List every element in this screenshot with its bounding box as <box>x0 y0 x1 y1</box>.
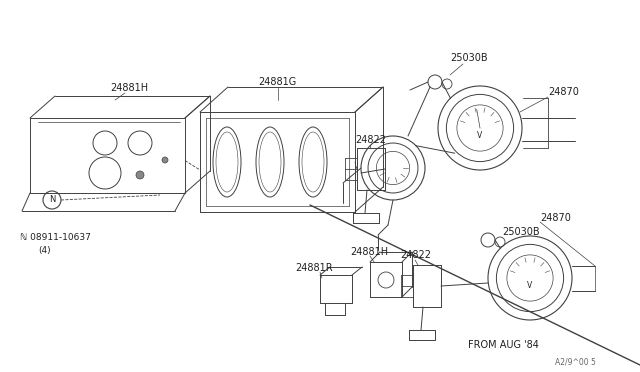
Text: 24881H: 24881H <box>110 83 148 93</box>
Circle shape <box>162 157 168 163</box>
Text: N: N <box>49 196 55 205</box>
Circle shape <box>136 171 144 179</box>
Text: 24881G: 24881G <box>258 77 296 87</box>
Text: 24870: 24870 <box>540 213 571 223</box>
Text: 24822: 24822 <box>355 135 386 145</box>
Text: A2/9^00 5: A2/9^00 5 <box>555 357 596 366</box>
Text: V: V <box>527 282 532 291</box>
Text: 24822: 24822 <box>400 250 431 260</box>
Text: 24881H: 24881H <box>350 247 388 257</box>
Text: 25030B: 25030B <box>450 53 488 63</box>
Text: V: V <box>477 131 483 141</box>
Text: 24870: 24870 <box>548 87 579 97</box>
Text: FROM AUG '84: FROM AUG '84 <box>468 340 539 350</box>
Text: ℕ 08911-10637: ℕ 08911-10637 <box>20 234 91 243</box>
Text: (4): (4) <box>38 246 51 254</box>
Text: 24881R: 24881R <box>295 263 333 273</box>
Text: 25030B: 25030B <box>502 227 540 237</box>
